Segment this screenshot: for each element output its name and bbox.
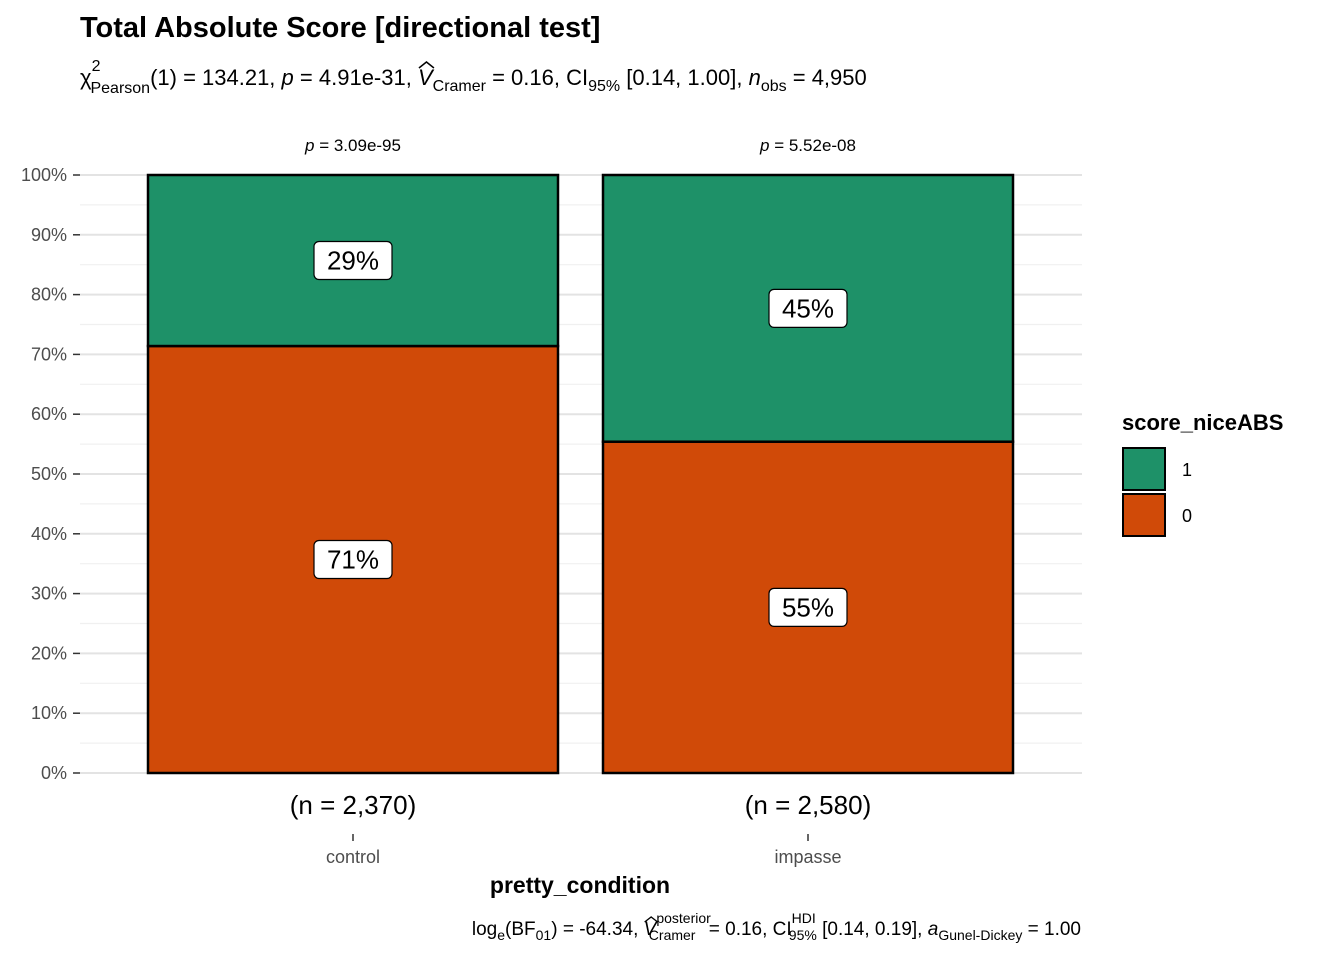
y-tick-label: 10% [31, 703, 67, 723]
v-hat-mark [418, 61, 435, 69]
legend: score_niceABS 1 0 [1122, 410, 1283, 537]
y-tick-label: 100% [21, 165, 67, 185]
y-tick-label: 30% [31, 584, 67, 604]
x-tick-label: impasse [774, 847, 841, 867]
chart-subtitle: χ2 Pearson(1) = 134.21, p = 4.91e-31, VCr… [80, 58, 867, 97]
x-axis: (n = 2,370) control (n = 2,580) impasse [290, 790, 871, 867]
facet-p-values: p = 3.09e-95 p = 5.52e-08 [304, 136, 856, 155]
data-label-box [768, 288, 848, 328]
data-label: 71% [327, 545, 379, 575]
legend-swatch-1 [1122, 447, 1166, 491]
y-tick-label: 40% [31, 524, 67, 544]
chart-title: Total Absolute Score [directional test] [80, 12, 600, 44]
data-label-box [313, 240, 393, 281]
legend-swatch-0 [1122, 493, 1166, 537]
y-tick-label: 80% [31, 285, 67, 305]
legend-title: score_niceABS [1122, 410, 1283, 435]
data-label: 45% [782, 293, 834, 323]
facet-p-value: p = 3.09e-95 [304, 136, 401, 155]
y-tick-label: 60% [31, 404, 67, 424]
y-tick-label: 90% [31, 225, 67, 245]
x-tick-label: control [326, 847, 380, 867]
data-label-box [768, 587, 848, 627]
facet-p-value: p = 5.52e-08 [759, 136, 856, 155]
y-tick-label: 50% [31, 464, 67, 484]
data-labels: 71% 29% 55% 45% [313, 240, 848, 627]
data-label-box [313, 539, 393, 580]
chart-caption: loge(BF01) = -64.34, Vposterior Cramer = … [472, 910, 1081, 943]
legend-label-0: 0 [1182, 506, 1192, 526]
data-label: 29% [327, 246, 379, 276]
data-label: 55% [782, 592, 834, 622]
y-tick-label: 70% [31, 344, 67, 364]
x-axis-title: pretty_condition [490, 872, 670, 898]
y-tick-label: 0% [41, 763, 67, 783]
n-label: (n = 2,580) [745, 790, 871, 820]
y-tick-label: 20% [31, 643, 67, 663]
n-label: (n = 2,370) [290, 790, 416, 820]
v-hat-mark-caption [644, 916, 659, 923]
legend-label-1: 1 [1182, 460, 1192, 480]
y-axis: 0% 10% 20% 30% 40% 50% 60% 70% 80% 90% 100% [21, 165, 80, 783]
